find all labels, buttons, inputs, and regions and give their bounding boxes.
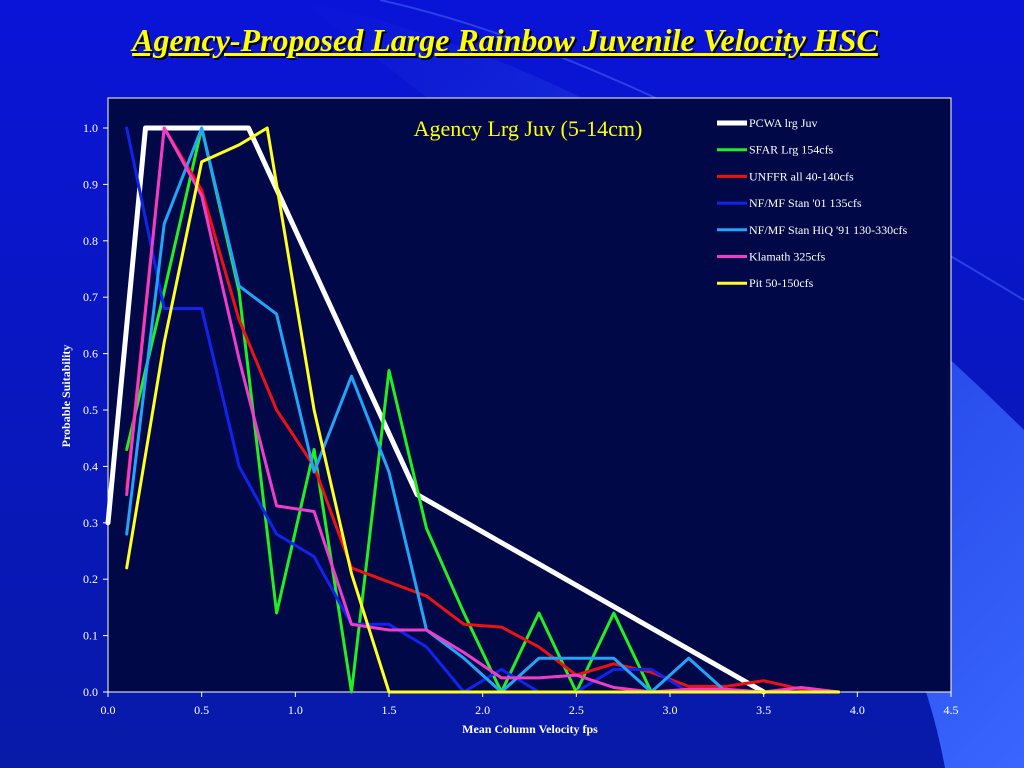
y-tick-label: 0.1 <box>83 629 98 643</box>
x-tick-label: 0.0 <box>101 703 116 717</box>
series-line <box>125 126 841 694</box>
y-tick-label: 0.0 <box>83 685 98 699</box>
y-tick-label: 0.3 <box>83 516 98 530</box>
y-axis: 0.0 0.1 0.2 0.3 0.4 0.5 0.6 0.7 0.8 0.9 1.0 <box>83 121 108 699</box>
x-axis-label: Mean Column Velocity fps <box>462 722 598 736</box>
legend-label: SFAR Lrg 154cfs <box>749 143 834 157</box>
series-group <box>105 125 841 695</box>
legend-label: NF/MF Stan HiQ '91 130-330cfs <box>749 223 907 237</box>
x-tick-label: 3.0 <box>663 703 678 717</box>
x-tick-label: 1.5 <box>382 703 397 717</box>
chart-title: Agency Lrg Juv (5-14cm) <box>414 116 643 141</box>
x-tick-label: 2.0 <box>475 703 490 717</box>
y-tick-label: 0.5 <box>83 403 98 417</box>
legend-label: PCWA lrg Juv <box>749 116 817 130</box>
y-tick-label: 0.8 <box>83 234 98 248</box>
y-tick-label: 0.9 <box>83 177 98 191</box>
legend-label: NF/MF Stan '01 135cfs <box>749 196 862 210</box>
legend: PCWA lrg Juv SFAR Lrg 154cfs UNFFR all 40-… <box>717 116 907 290</box>
y-tick-label: 0.2 <box>83 572 98 586</box>
y-axis-label: Probable Suitability <box>59 345 73 448</box>
x-tick-label: 3.5 <box>756 703 771 717</box>
legend-label: Klamath 325cfs <box>749 250 826 264</box>
series-line <box>125 126 841 694</box>
legend-label: UNFFR all 40-140cfs <box>749 169 854 183</box>
y-tick-label: 1.0 <box>83 121 98 135</box>
x-tick-label: 1.0 <box>288 703 303 717</box>
x-tick-label: 0.5 <box>194 703 209 717</box>
x-tick-label: 4.0 <box>850 703 865 717</box>
x-axis: 0.0 0.5 1.0 1.5 2.0 2.5 3.0 3.5 4.0 4.5 <box>101 692 959 717</box>
x-tick-label: 2.5 <box>569 703 584 717</box>
y-tick-label: 0.6 <box>83 347 98 361</box>
x-tick-label: 4.5 <box>944 703 959 717</box>
plot-area <box>107 97 952 693</box>
legend-label: Pit 50-150cfs <box>749 276 814 290</box>
y-tick-label: 0.7 <box>83 290 98 304</box>
y-tick-label: 0.4 <box>83 459 98 473</box>
series-line <box>125 126 841 694</box>
slide-title: Agency-Proposed Large Rainbow Juvenile V… <box>132 22 878 58</box>
